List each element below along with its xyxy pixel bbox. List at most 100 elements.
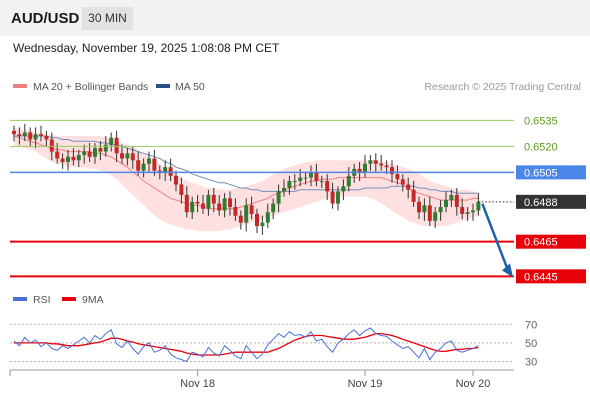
candle: [179, 177, 184, 204]
candle-body: [49, 139, 54, 152]
candle: [357, 161, 362, 182]
candle: [184, 186, 189, 218]
candle-body: [130, 153, 135, 161]
candle: [400, 174, 405, 192]
candle: [206, 189, 211, 216]
candle: [17, 127, 22, 145]
candle: [76, 149, 81, 168]
level-tag: [516, 269, 586, 284]
candle: [238, 210, 243, 230]
candle: [438, 200, 443, 221]
level-0.6505: 0.6505: [10, 165, 586, 180]
candle: [163, 160, 168, 182]
candle-body: [298, 177, 303, 182]
candle-body: [206, 194, 211, 209]
x-tick-label: Nov 18: [180, 378, 215, 390]
candle-body: [260, 222, 265, 227]
candle: [109, 132, 114, 152]
candle-body: [60, 158, 65, 162]
candle-body: [168, 167, 173, 176]
credit-label: Research © 2025 Trading Central: [424, 81, 581, 93]
candle-body: [71, 156, 76, 161]
candle-body: [228, 198, 232, 208]
candle-body: [93, 148, 97, 157]
candle: [465, 207, 470, 221]
candle-body: [179, 184, 184, 195]
level-tag: [516, 234, 586, 249]
candle-body: [265, 212, 270, 223]
candle-body: [238, 215, 243, 223]
x-tick-label: Nov 20: [456, 378, 491, 390]
candle: [454, 187, 459, 216]
candle: [476, 193, 481, 216]
candle-body: [103, 144, 108, 152]
projection-arrow-shaft: [481, 203, 510, 271]
candle-body: [384, 165, 389, 168]
candle: [255, 208, 259, 234]
candle: [303, 172, 308, 185]
candle: [276, 184, 281, 213]
candle: [271, 198, 276, 220]
candle-body: [120, 153, 124, 159]
candle: [190, 196, 195, 220]
candle: [33, 127, 38, 149]
candle: [39, 125, 43, 142]
candle-body: [346, 175, 351, 187]
rsi-panel: 70 50 30: [10, 319, 537, 368]
candle-body: [152, 158, 157, 171]
candle-body: [76, 155, 81, 161]
header-bar: AUD/USD 30 MIN: [0, 0, 590, 36]
candle-body: [341, 186, 346, 192]
candle: [98, 141, 103, 161]
candle-body: [271, 203, 276, 213]
candle: [28, 127, 33, 147]
candle-body: [422, 205, 427, 213]
candle: [12, 125, 16, 142]
bollinger-band: [14, 127, 479, 232]
level-0.6465: 0.6465: [10, 234, 586, 249]
candle: [444, 191, 448, 213]
candle-body: [12, 130, 16, 135]
x-tick-label: Nov 19: [348, 378, 383, 390]
candle-body: [114, 137, 119, 154]
candle: [66, 149, 70, 171]
candle-body: [427, 205, 432, 221]
candle-body: [17, 134, 22, 136]
rsi-ma-line: [14, 332, 479, 356]
projection-arrow-head: [502, 263, 513, 278]
candle-body: [28, 132, 33, 140]
level-0.6488: 0.6488: [478, 194, 586, 209]
candle: [195, 194, 200, 213]
candle-body: [190, 201, 195, 213]
candle-body: [379, 163, 384, 166]
candle: [228, 191, 232, 216]
candle-body: [292, 181, 297, 183]
level-label: 0.6520: [524, 141, 558, 153]
candle: [249, 196, 254, 220]
candle: [373, 153, 378, 173]
candle: [201, 194, 205, 214]
candle: [233, 198, 238, 221]
level-0.6520: 0.6520: [10, 141, 558, 153]
candle-body: [319, 181, 324, 183]
candle: [217, 194, 222, 216]
candle-body: [217, 203, 222, 211]
candle: [265, 203, 270, 228]
candle-body: [22, 132, 27, 136]
candle: [282, 179, 286, 197]
candle-body: [465, 212, 470, 214]
candle: [411, 181, 416, 208]
candle-body: [390, 167, 394, 175]
candle: [222, 193, 227, 218]
timeframe-tab[interactable]: 30 MIN: [82, 7, 133, 30]
candle: [152, 149, 157, 176]
rsi-level: 70: [10, 319, 537, 331]
candle-body: [363, 163, 367, 173]
candle: [449, 189, 454, 208]
candle-body: [44, 135, 49, 140]
candle: [368, 155, 373, 171]
candle-body: [303, 177, 308, 179]
candle-body: [233, 207, 238, 216]
